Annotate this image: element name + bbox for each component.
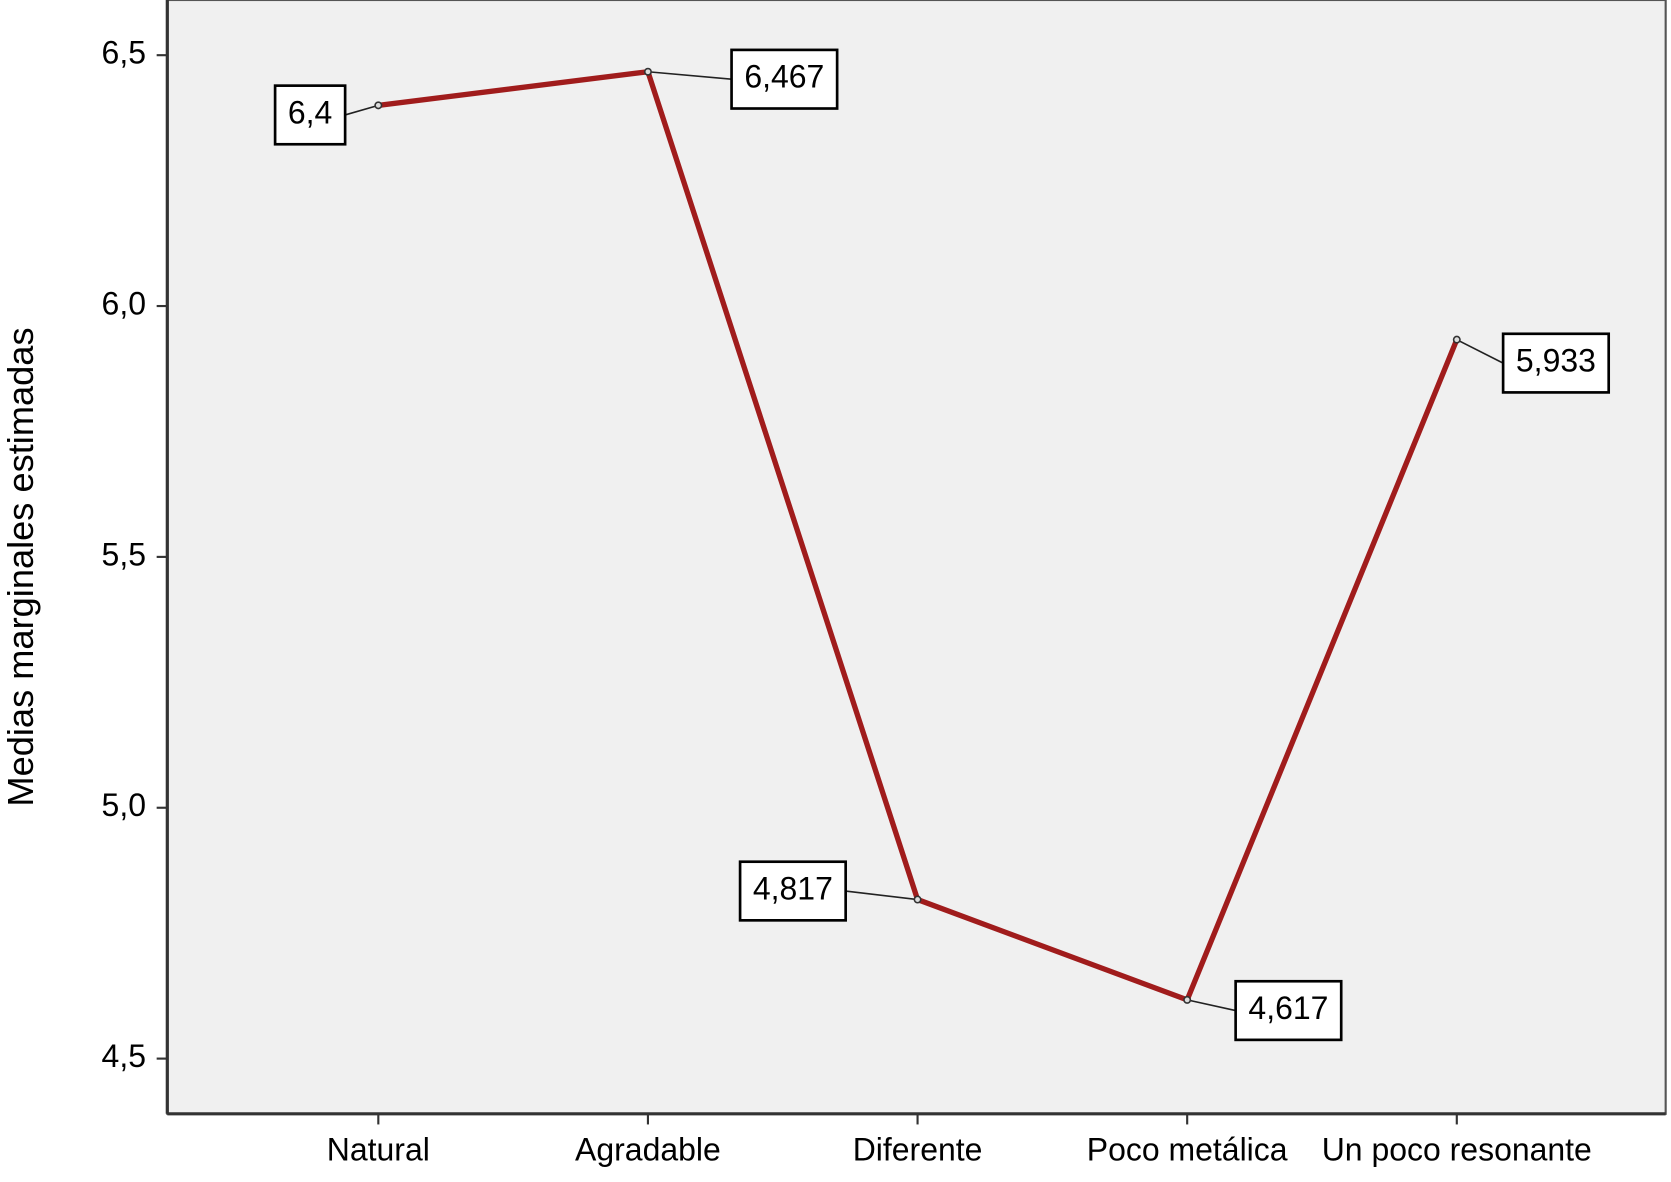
value-label: 6,4: [288, 94, 332, 130]
label-leader: [344, 104, 379, 116]
point: [1183, 995, 1192, 1004]
y-tick-label: 6,5: [102, 35, 146, 71]
label-leader: [647, 70, 732, 81]
x-tick-label: Agradable: [575, 1132, 721, 1168]
x-tick-label: Poco metálica: [1087, 1132, 1288, 1168]
y-tick-label: 6,0: [102, 285, 146, 321]
value-label: 4,817: [753, 870, 833, 906]
x-tick-label: Un poco resonante: [1322, 1132, 1592, 1168]
value-label: 6,467: [744, 59, 824, 95]
value-label-box: [273, 84, 347, 146]
label-leader: [845, 890, 918, 901]
label-leader: [1187, 999, 1236, 1012]
x-tick-label: Diferente: [853, 1132, 983, 1168]
point: [913, 895, 922, 904]
label-leader: [1456, 338, 1504, 364]
point: [374, 101, 383, 110]
x-tick-label: Natural: [327, 1132, 430, 1168]
y-axis-label: Medias marginales estimadas: [0, 327, 41, 806]
y-tick-label: 5,5: [102, 536, 146, 572]
point: [643, 67, 652, 76]
point: [1452, 335, 1461, 344]
y-tick-label: 5,0: [102, 787, 146, 823]
value-label-box: [730, 48, 839, 110]
value-label: 4,617: [1248, 990, 1328, 1026]
y-tick-label: 4,5: [102, 1038, 146, 1074]
value-label-box: [1234, 979, 1343, 1042]
value-label: 5,933: [1516, 343, 1596, 379]
plot-area: [166, 0, 1667, 1115]
value-label-box: [1501, 332, 1611, 394]
value-label-box: [738, 860, 847, 922]
